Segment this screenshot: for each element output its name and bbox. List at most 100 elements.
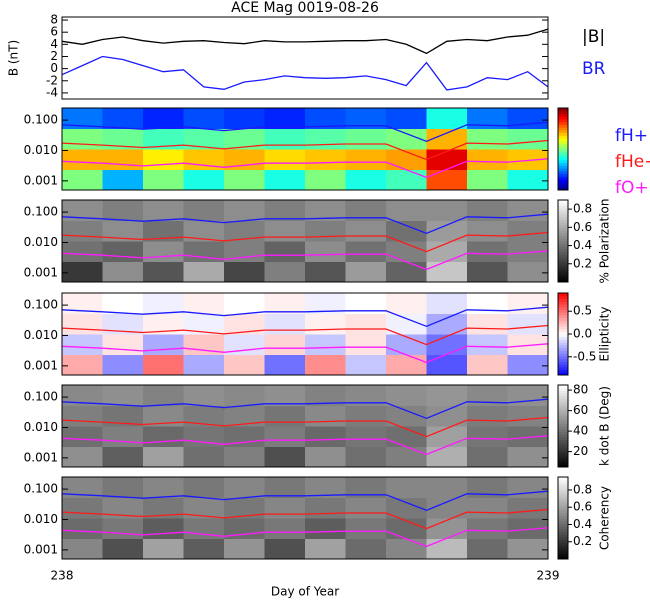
heatmap-cell: [386, 477, 427, 498]
heatmap-cell: [507, 220, 549, 242]
heatmap-cell: [264, 385, 306, 406]
colorbar-segment: [558, 309, 568, 313]
heatmap-cell: [426, 200, 468, 221]
x-tick-label: 239: [537, 569, 560, 583]
colorbar-segment: [558, 539, 568, 544]
colorbar-segment: [558, 553, 568, 557]
heatmap-cell: [507, 497, 549, 519]
colorbar-segment: [558, 221, 568, 226]
colorbar-segment: [558, 320, 568, 324]
heatmap-cell: [345, 538, 387, 560]
colorbar-tick-label: -0.5: [573, 349, 596, 363]
heatmap-cell: [264, 241, 306, 262]
colorbar-segment: [558, 265, 568, 269]
heatmap-cell: [386, 128, 427, 150]
heatmap-cell: [345, 313, 387, 335]
heatmap-cell: [102, 169, 144, 191]
heatmap-cell: [264, 497, 306, 519]
heatmap-cell: [62, 497, 103, 519]
series-line: [61, 121, 549, 142]
heatmap-cell: [183, 405, 225, 427]
heatmap-cell: [143, 334, 184, 355]
heatmap-cell: [264, 446, 306, 468]
heatmap-cell: [386, 220, 427, 242]
colorbar-segment: [558, 512, 568, 516]
colorbar-segment: [558, 268, 568, 272]
colorbar-segment: [558, 235, 568, 239]
heatmap-cell: [305, 220, 346, 242]
colorbar-frame: [557, 107, 569, 191]
colorbar-segment: [558, 461, 568, 465]
colorbar-segment: [558, 173, 568, 177]
series-line: [61, 490, 549, 511]
heatmap-cell: [305, 385, 346, 406]
colorbar-segment: [558, 445, 568, 449]
heatmap-cell: [386, 538, 427, 560]
heatmap-cell: [183, 261, 225, 283]
heatmap-cell: [183, 446, 225, 468]
heatmap-cell: [426, 518, 468, 539]
heatmap-cell: [345, 108, 387, 129]
heatmap-cell: [386, 241, 427, 262]
colorbar-segment: [558, 127, 568, 131]
heatmap-cell: [224, 261, 265, 283]
heatmap-cell: [345, 497, 387, 519]
colorbar-segment: [558, 372, 568, 376]
y-tick-label: 0.100: [24, 298, 58, 312]
heatmap-cell: [102, 497, 144, 519]
colorbar-tick-label: 40: [573, 424, 588, 438]
colorbar-segment: [558, 515, 568, 519]
heatmap-cell: [507, 405, 549, 427]
heatmap-cell: [143, 220, 184, 242]
colorbar-segment: [558, 159, 568, 164]
heatmap-cell: [467, 241, 508, 262]
y-tick-label: 0.001: [24, 542, 58, 556]
colorbar-segment: [558, 216, 568, 220]
heatmap-cell: [507, 477, 549, 498]
heatmap-cell: [467, 405, 508, 427]
heatmap-cell: [345, 385, 387, 406]
colorbar-segment: [558, 181, 568, 186]
y-tick-label: 0.100: [24, 390, 58, 404]
colorbar-segment: [558, 276, 568, 280]
colorbar-segment: [558, 556, 568, 560]
heatmap-cell: [143, 518, 184, 539]
y-tick-label: 0.010: [24, 420, 58, 434]
colorbar-segment: [558, 213, 568, 217]
series-line: [61, 343, 549, 364]
colorbar-segment: [558, 498, 568, 503]
heatmap-cell: [143, 385, 184, 406]
heatmap-cell: [345, 128, 387, 150]
heatmap-cell: [183, 497, 225, 519]
colorbar-segment: [558, 187, 568, 191]
heatmap-cell: [426, 169, 468, 191]
heatmap-cell: [467, 538, 508, 560]
colorbar-segment: [558, 361, 568, 365]
heatmap-cell: [183, 108, 225, 129]
heatmap-cell: [62, 169, 103, 191]
colorbar-segment: [558, 334, 568, 338]
heatmap-cell: [102, 200, 144, 221]
series-line: [61, 28, 549, 55]
colorbar-segment: [558, 496, 568, 500]
heatmap-cell: [386, 426, 427, 447]
heatmap-cell: [224, 108, 265, 129]
heatmap-cell: [102, 385, 144, 406]
heatmap-cell: [264, 128, 306, 150]
colorbar-segment: [558, 162, 568, 166]
colorbar-segment: [558, 404, 568, 408]
heatmap-cell: [224, 313, 265, 335]
colorbar-tick-label: 0.6: [573, 500, 592, 514]
series-line: [61, 306, 549, 327]
colorbar-segment: [558, 170, 568, 175]
y-tick-label: -2: [46, 73, 58, 87]
colorbar-segment: [558, 493, 568, 497]
y-tick-label: 0.001: [24, 265, 58, 279]
colorbar-segment: [558, 271, 568, 275]
heatmap-cell: [305, 241, 346, 262]
colorbar-segment: [558, 249, 568, 253]
heatmap-cell: [305, 200, 346, 221]
heatmap-cell: [386, 149, 427, 170]
colorbar-segment: [558, 409, 568, 413]
